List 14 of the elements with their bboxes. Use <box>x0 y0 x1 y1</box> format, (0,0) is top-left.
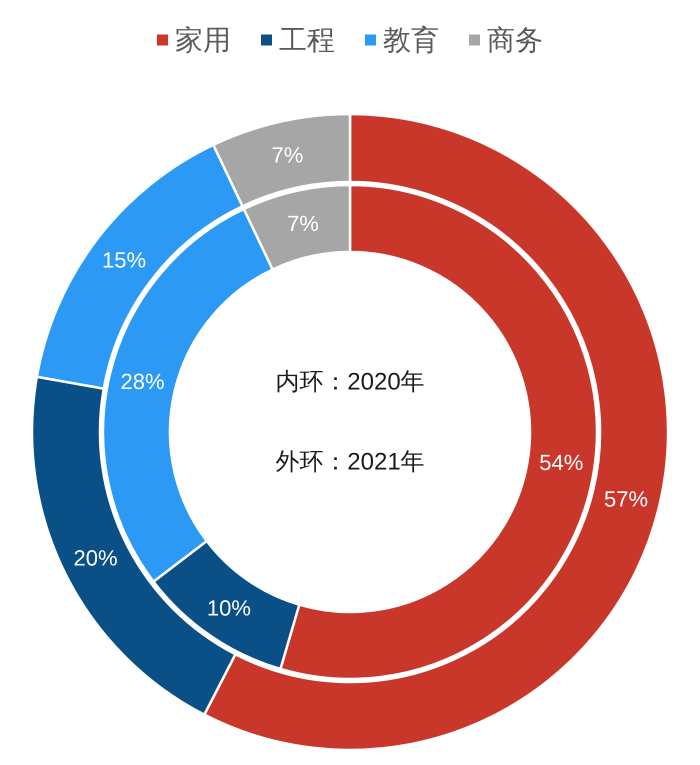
legend-label: 家用 <box>175 24 231 56</box>
data-label: 54% <box>539 450 584 475</box>
data-label: 7% <box>272 142 304 168</box>
data-label: 28% <box>120 369 165 394</box>
data-label: 10% <box>206 595 251 620</box>
data-label: 15% <box>102 248 146 273</box>
data-label: 57% <box>604 486 648 512</box>
text: 内环：2020年 <box>275 368 425 396</box>
legend-label: 教育 <box>383 24 439 56</box>
text: 外环：2021年 <box>275 448 425 476</box>
legend-label: 商务 <box>487 24 543 56</box>
data-label: 7% <box>287 211 319 236</box>
data-label: 20% <box>74 546 118 571</box>
legend-label: 工程 <box>279 24 335 56</box>
